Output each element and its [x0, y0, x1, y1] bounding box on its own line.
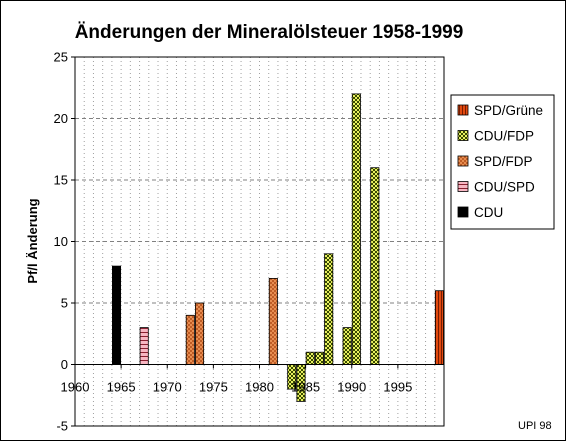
x-tick-label: 1990	[337, 380, 366, 395]
legend-swatch	[457, 181, 469, 192]
legend: SPD/Grüne CDU/FDP SPD/FDP CDU/SPD CDU	[450, 94, 555, 230]
bar	[139, 327, 149, 365]
bar	[370, 167, 380, 365]
source-note: UPI 98	[518, 420, 552, 432]
x-tick-label: 1985	[291, 380, 320, 395]
y-tick-label: 10	[54, 234, 68, 249]
bar	[112, 265, 122, 365]
bar	[314, 351, 324, 365]
y-tick-label: 15	[54, 173, 68, 188]
y-tick-label: 25	[54, 50, 68, 65]
x-tick-label: 1965	[107, 380, 136, 395]
legend-swatch	[457, 155, 469, 167]
bar	[351, 93, 361, 365]
x-tick-label: 1960	[61, 380, 90, 395]
y-tick-label: 0	[61, 357, 68, 372]
bar	[434, 290, 444, 365]
bar	[185, 314, 195, 365]
chart-title: Änderungen der Mineralölsteuer 1958-1999	[75, 22, 464, 43]
legend-label: CDU/SPD	[474, 180, 535, 195]
x-tick-label: 1975	[199, 380, 228, 395]
x-tick-label: 1995	[383, 380, 412, 395]
legend-label: SPD/FDP	[474, 154, 533, 169]
legend-label: CDU	[474, 205, 503, 220]
y-axis-label: Pf/l Änderung	[25, 198, 40, 283]
legend-swatch	[457, 104, 469, 116]
legend-swatch	[457, 206, 469, 218]
plot-area: 25 20 15 10 5 0 -5 1960 1965 1970 1975 1980 1985 1990…	[54, 50, 445, 434]
bar	[195, 302, 205, 365]
legend-label: CDU/FDP	[474, 129, 534, 144]
bar	[268, 277, 278, 365]
bar	[305, 351, 315, 365]
x-tick-label: 1980	[245, 380, 274, 395]
y-tick-label: 20	[54, 111, 68, 126]
y-tick-label: -5	[56, 419, 68, 434]
bar	[324, 253, 334, 365]
legend-swatch	[457, 130, 469, 141]
legend-label: SPD/Grüne	[474, 103, 543, 118]
bar	[342, 327, 352, 365]
y-tick-label: 5	[61, 296, 68, 311]
x-tick-label: 1970	[153, 380, 182, 395]
